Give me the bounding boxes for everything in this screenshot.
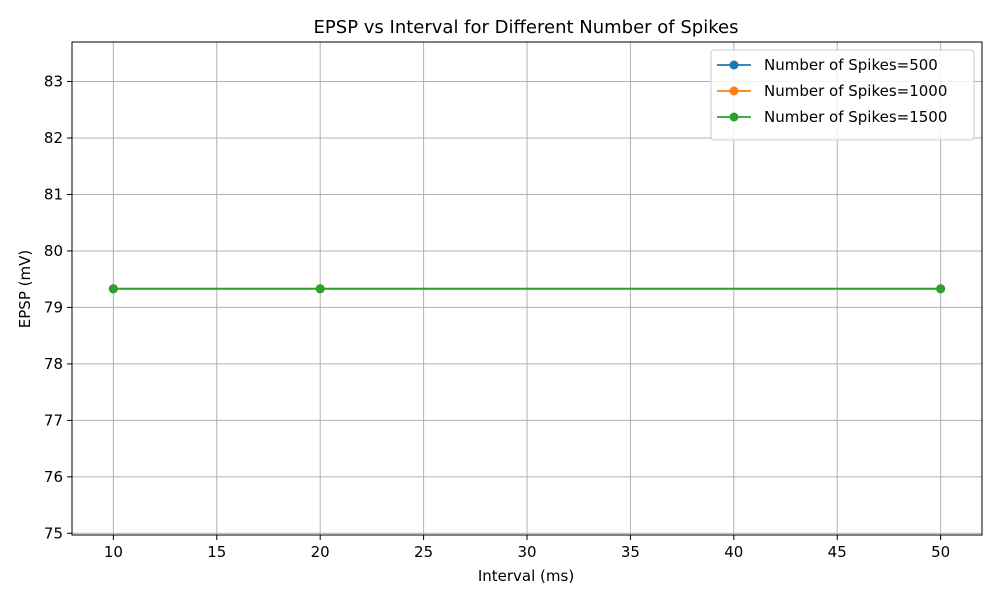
data-point <box>936 284 946 294</box>
y-tick-label: 76 <box>44 468 63 486</box>
x-tick-label: 40 <box>724 543 743 561</box>
x-tick-label: 30 <box>517 543 536 561</box>
legend-label: Number of Spikes=500 <box>764 56 938 74</box>
y-tick-label: 78 <box>44 355 63 373</box>
y-tick-label: 75 <box>44 524 63 542</box>
y-tick-label: 82 <box>44 129 63 147</box>
x-tick-label: 45 <box>828 543 847 561</box>
y-tick-label: 77 <box>44 411 63 429</box>
legend-item: Number of Spikes=1500 <box>717 108 947 126</box>
x-tick-label: 15 <box>207 543 226 561</box>
legend-swatch-marker <box>729 60 739 70</box>
series-3 <box>108 284 946 294</box>
y-tick-label: 80 <box>44 242 63 260</box>
x-tick-label: 25 <box>414 543 433 561</box>
legend-item: Number of Spikes=500 <box>717 56 938 74</box>
y-tick-label: 83 <box>44 73 63 91</box>
legend-swatch-marker <box>729 86 739 96</box>
gridlines <box>72 42 982 535</box>
legend: Number of Spikes=500 Number of Spikes=100… <box>710 49 975 141</box>
legend-item: Number of Spikes=1000 <box>717 82 947 100</box>
series-layer <box>108 284 946 294</box>
legend-box <box>710 49 975 141</box>
legend-swatch-marker <box>729 112 739 122</box>
y-tick-label: 81 <box>44 185 63 203</box>
data-point <box>108 284 118 294</box>
x-tick-label: 35 <box>621 543 640 561</box>
x-axis-label: Interval (ms) <box>478 567 574 585</box>
x-tick-label: 10 <box>104 543 123 561</box>
y-axis-ticks: 75 76 77 78 79 80 81 82 83 <box>44 73 72 542</box>
y-axis-label: EPSP (mV) <box>16 250 34 328</box>
data-point <box>315 284 325 294</box>
x-axis-ticks: 10 15 20 25 30 35 40 45 50 <box>104 535 950 561</box>
chart-title: EPSP vs Interval for Different Number of… <box>314 17 739 38</box>
legend-label: Number of Spikes=1500 <box>764 108 947 126</box>
x-tick-label: 50 <box>931 543 950 561</box>
legend-label: Number of Spikes=1000 <box>764 82 947 100</box>
x-tick-label: 20 <box>311 543 330 561</box>
y-tick-label: 79 <box>44 298 63 316</box>
